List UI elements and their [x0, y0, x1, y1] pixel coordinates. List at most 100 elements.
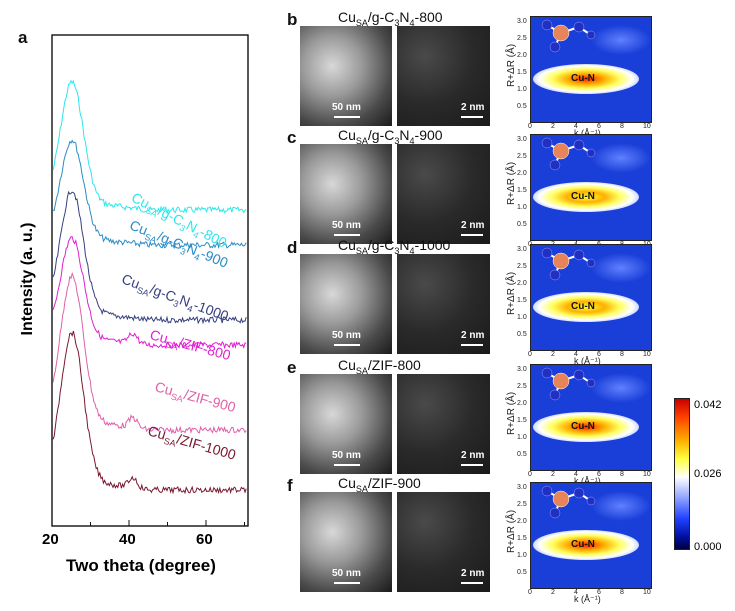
- wt-plot: Cu-N: [530, 364, 652, 471]
- wt-plot: Cu-N: [530, 134, 652, 241]
- sem-image: 50 nm: [300, 254, 392, 354]
- wt-xtick: 6: [597, 471, 601, 478]
- scale-bar-label: 50 nm: [332, 330, 361, 341]
- wt-xtick: 0: [528, 241, 532, 248]
- panel-title: CuSA/g-C3N4-900: [338, 127, 443, 146]
- wt-ytick: 2.5: [517, 153, 527, 161]
- wt-ytick: 0.5: [517, 221, 527, 229]
- wt-xtick: 4: [574, 351, 578, 358]
- wt-xtick: 8: [620, 589, 624, 596]
- wt-xtick: 10: [643, 123, 651, 130]
- wt-ytick: 2.0: [517, 518, 527, 526]
- panel-a-label: a: [18, 28, 28, 47]
- xrd-curve-3: [52, 190, 247, 325]
- wt-center-label: Cu-N: [571, 73, 595, 84]
- wt-xtick: 4: [574, 471, 578, 478]
- wt-center-label: Cu-N: [571, 301, 595, 312]
- wt-ytick: 2.5: [517, 501, 527, 509]
- wt-xtick: 0: [528, 589, 532, 596]
- haadf-image: 2 nm: [397, 254, 490, 354]
- wt-hotspot: [533, 292, 639, 322]
- wt-ytick: 2.5: [517, 383, 527, 391]
- scale-bar: [334, 344, 360, 346]
- wt-ytick: 1.5: [517, 297, 527, 305]
- wt-center-label: Cu-N: [571, 421, 595, 432]
- wt-hotspot: [533, 530, 639, 560]
- haadf-image: 2 nm: [397, 492, 490, 592]
- sem-image: 50 nm: [300, 144, 392, 244]
- xrd-curve-1: [52, 79, 247, 215]
- panel-title: CuSA/g-C3N4-1000: [338, 237, 451, 256]
- wt-xtick: 8: [620, 471, 624, 478]
- wt-xlabel: k (Å⁻¹): [574, 476, 601, 486]
- wt-ylabel: R+ΔR (Å): [506, 161, 518, 206]
- wt-ytick: 0.5: [517, 331, 527, 339]
- haadf-image: 2 nm: [397, 26, 490, 126]
- wt-ytick: 1.0: [517, 314, 527, 322]
- xrd-xtick-40: 40: [119, 531, 136, 548]
- wt-xtick: 0: [528, 123, 532, 130]
- haadf-image: 2 nm: [397, 144, 490, 244]
- wt-hotspot: [533, 64, 639, 94]
- wt-glow: [591, 373, 651, 403]
- molecule-icon: [541, 137, 596, 171]
- wt-ytick: 0.5: [517, 451, 527, 459]
- wt-ytick: 1.0: [517, 434, 527, 442]
- wt-ytick: 1.5: [517, 417, 527, 425]
- xrd-curve-5: [52, 271, 247, 435]
- panel-label: d: [287, 238, 298, 257]
- scale-bar: [334, 116, 360, 118]
- wt-ytick: 2.0: [517, 280, 527, 288]
- xrd-curves: [52, 79, 247, 495]
- wt-xtick: 2: [551, 589, 555, 596]
- wt-center-label: Cu-N: [571, 191, 595, 202]
- wt-xtick: 2: [551, 471, 555, 478]
- colorbar: [674, 398, 690, 550]
- wt-ytick: 2.5: [517, 35, 527, 43]
- panel-title: CuSA/ZIF-900: [338, 475, 421, 494]
- wt-xtick: 10: [643, 589, 651, 596]
- wt-ytick: 3.0: [517, 246, 527, 253]
- scale-bar-label: 2 nm: [461, 450, 485, 461]
- scale-bar-label: 50 nm: [332, 450, 361, 461]
- xrd-curve-4: [52, 236, 247, 350]
- scale-bar-label: 50 nm: [332, 102, 361, 113]
- panel-label: e: [287, 358, 297, 377]
- wt-center-label: Cu-N: [571, 539, 595, 550]
- wt-xtick: 6: [597, 589, 601, 596]
- wt-ytick: 1.0: [517, 204, 527, 212]
- xrd-xtick-20: 20: [42, 531, 59, 548]
- wt-xtick: 6: [597, 351, 601, 358]
- haadf-image: 2 nm: [397, 374, 490, 474]
- wt-ytick: 1.0: [517, 552, 527, 560]
- wt-xtick: 10: [643, 471, 651, 478]
- scale-bar: [461, 116, 483, 118]
- wt-xtick: 4: [574, 123, 578, 130]
- wt-xtick: 6: [597, 123, 601, 130]
- xrd-plot: [51, 34, 249, 527]
- wt-ylabel: R+ΔR (Å): [506, 271, 518, 316]
- wt-ytick: 0.5: [517, 569, 527, 577]
- wt-ytick: 3.0: [517, 136, 527, 143]
- wt-ylabel: R+ΔR (Å): [506, 509, 518, 554]
- wt-ytick: 3.0: [517, 484, 527, 491]
- scale-bar: [334, 234, 360, 236]
- molecule-icon: [541, 367, 596, 401]
- xrd-xlabel: Two theta (degree): [66, 556, 216, 575]
- xrd-ylabel: Intensity (a. u.): [19, 222, 36, 336]
- wt-xtick: 4: [574, 589, 578, 596]
- panel-title: CuSA/ZIF-800: [338, 357, 421, 376]
- wt-xtick: 10: [643, 351, 651, 358]
- colorbar-min: 0.000: [694, 541, 722, 553]
- scale-bar-label: 2 nm: [461, 102, 485, 113]
- panel-label: f: [287, 476, 293, 495]
- wt-hotspot: [533, 182, 639, 212]
- scale-bar: [461, 344, 483, 346]
- colorbar-max: 0.042: [694, 399, 722, 411]
- scale-bar: [461, 464, 483, 466]
- wt-xtick: 8: [620, 123, 624, 130]
- wt-ytick: 1.5: [517, 69, 527, 77]
- scale-bar: [461, 234, 483, 236]
- wt-glow: [591, 25, 651, 55]
- xrd-curve-6: [52, 330, 247, 495]
